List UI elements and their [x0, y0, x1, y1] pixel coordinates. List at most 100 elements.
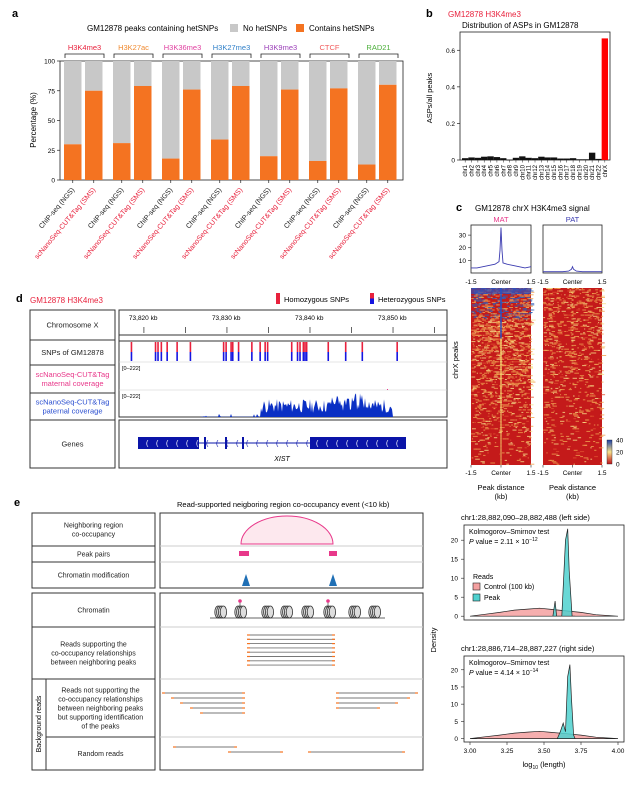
- heatmap-cell: [558, 343, 562, 345]
- y-tick-label: 0: [451, 158, 455, 165]
- bar-chr12: [531, 158, 539, 160]
- heatmap-cell: [566, 438, 571, 440]
- heatmap-cell: [553, 365, 558, 367]
- heatmap-cell: [493, 346, 498, 348]
- heatmap-cell: [495, 395, 498, 397]
- heatmap-cell: [521, 363, 523, 365]
- heatmap-cell: [513, 313, 516, 315]
- heatmap-center: [571, 318, 574, 320]
- x-tick-label: 1.5: [526, 470, 535, 477]
- heatmap-cell: [573, 362, 578, 364]
- heatmap-cell: [551, 304, 554, 306]
- heatmap-cell: [506, 323, 509, 325]
- heatmap-cell: [515, 384, 520, 386]
- heatmap-cell: [578, 377, 584, 379]
- heatmap-cell: [590, 408, 594, 410]
- y-tick-label: 25: [48, 148, 56, 155]
- heatmap-cell: [530, 408, 533, 410]
- heatmap-cell: [506, 303, 508, 305]
- snp-mark-alt: [344, 352, 347, 361]
- bar-no-hetsnps: [309, 61, 327, 161]
- heatmap-cell: [548, 303, 551, 305]
- heatmap-cell: [494, 375, 498, 377]
- heatmap-center: [500, 312, 502, 314]
- panel-e-schematic: Read-supported neigboring region co-occu…: [31, 500, 424, 771]
- heatmap-cell: [601, 309, 603, 311]
- heatmap-cell: [495, 348, 497, 350]
- heatmap-cell: [511, 382, 517, 384]
- heatmap-cell: [568, 405, 574, 407]
- heatmap-center: [500, 401, 502, 404]
- heatmap-cell: [483, 329, 485, 331]
- heatmap-cell: [483, 391, 488, 393]
- heatmap-cell: [477, 347, 479, 349]
- heatmap-cell: [484, 349, 490, 351]
- heatmap-cell: [526, 296, 529, 298]
- heatmap-cell: [529, 290, 534, 292]
- heatmap-cell: [601, 315, 604, 317]
- heatmap-cell: [474, 456, 479, 458]
- heatmap-cell: [591, 337, 597, 339]
- heatmap-cell: [476, 379, 481, 380]
- heatmap-cell: [505, 355, 509, 356]
- heatmap-cell: [486, 325, 491, 327]
- heatmap-cell: [481, 384, 484, 386]
- x-tick-label: chr9: [514, 164, 520, 176]
- heatmap-cell: [519, 332, 521, 334]
- heatmap-cell: [506, 296, 508, 298]
- bar-no-hetsnps: [64, 61, 82, 145]
- heatmap-cell: [476, 310, 482, 312]
- heatmap-cell: [482, 329, 484, 331]
- heatmap-cell: [485, 427, 489, 429]
- heatmap-cell: [560, 294, 562, 296]
- heatmap-cell: [493, 437, 498, 439]
- heatmap-cell: [525, 343, 528, 345]
- heatmap-cell: [557, 341, 561, 343]
- heatmap-cell: [561, 310, 566, 312]
- heatmap-cell: [546, 417, 552, 418]
- heatmap-cell: [514, 334, 519, 336]
- heatmap-cell: [530, 300, 533, 302]
- heatmap-cell: [578, 357, 581, 359]
- y-tick-label: 20: [459, 245, 467, 252]
- heatmap-cell: [583, 332, 586, 334]
- heatmap-cell: [478, 408, 481, 410]
- heatmap-cell: [494, 417, 499, 418]
- heatmap-cell: [544, 325, 548, 327]
- heatmap-cell: [471, 295, 473, 297]
- heatmap-cell: [479, 325, 485, 327]
- heatmap-cell: [513, 348, 517, 350]
- heatmap-cell: [556, 463, 560, 465]
- heatmap-center: [571, 360, 574, 362]
- heatmap-cell: [499, 379, 501, 380]
- heatmap-cell: [545, 379, 548, 380]
- heatmap-cell: [597, 358, 600, 360]
- heatmap-cell: [599, 401, 604, 403]
- heatmap-cell: [582, 380, 584, 382]
- heatmap-cell: [500, 430, 503, 432]
- heatmap-cell: [596, 329, 600, 331]
- heatmap-cell: [590, 352, 592, 354]
- bar-chr21: [588, 152, 596, 160]
- heatmap-cell: [530, 304, 535, 306]
- y-tick-label: 0: [454, 736, 458, 743]
- heatmap-cell: [559, 290, 564, 292]
- heatmap-xlabel: Peak distance: [549, 483, 596, 492]
- heatmap-cell: [494, 403, 497, 405]
- heatmap-center: [500, 381, 502, 383]
- heatmap-cell: [601, 370, 604, 372]
- heatmap-center: [571, 333, 574, 335]
- heatmap-cell: [590, 332, 594, 334]
- heatmap-cell: [501, 410, 506, 412]
- panel-c-chart: GM12878 chrX H3K4me3 signal MAT102030-1.…: [451, 204, 624, 501]
- heatmap-cell: [578, 395, 580, 397]
- heatmap-cell: [482, 310, 484, 312]
- heatmap-cell: [568, 294, 572, 296]
- heatmap-cell: [475, 355, 478, 356]
- heatmap-cell: [548, 381, 554, 383]
- heatmap-cell: [518, 363, 522, 365]
- heatmap-cell: [489, 334, 493, 336]
- heatmap-cell: [483, 419, 486, 421]
- heatmap-cell: [497, 398, 502, 399]
- heatmap-cell: [525, 358, 528, 360]
